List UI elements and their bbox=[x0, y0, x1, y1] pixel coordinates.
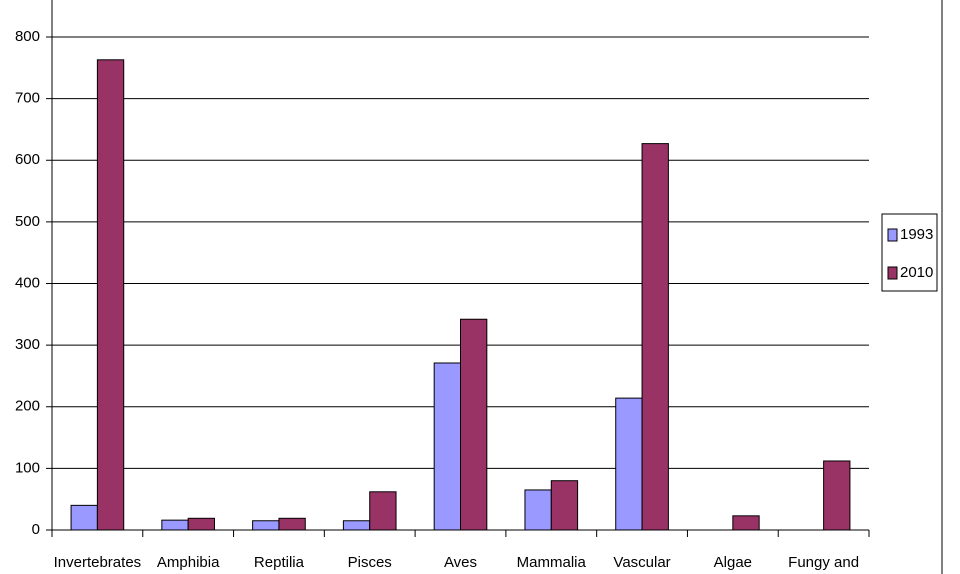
y-tick-label: 300 bbox=[15, 336, 40, 353]
y-tick-label: 200 bbox=[15, 398, 40, 415]
bar bbox=[342, 520, 371, 531]
bar bbox=[161, 519, 189, 531]
y-tick-label: 800 bbox=[15, 28, 40, 45]
x-tick-label: Mammalia bbox=[517, 554, 587, 571]
bar bbox=[187, 517, 215, 531]
bar bbox=[732, 515, 760, 531]
y-tick-label: 700 bbox=[15, 90, 40, 107]
bar bbox=[524, 489, 552, 531]
legend-label: 1993 bbox=[900, 226, 933, 243]
x-tick-label: Aves bbox=[444, 554, 477, 571]
x-tick-label: Vascular bbox=[613, 554, 670, 571]
bar bbox=[823, 460, 851, 531]
y-tick-label: 0 bbox=[32, 521, 40, 538]
legend-swatch bbox=[887, 266, 898, 280]
x-tick-label: Invertebrates bbox=[54, 554, 142, 571]
legend-label: 2010 bbox=[900, 264, 933, 281]
x-tick-label: Amphibia bbox=[157, 554, 220, 571]
bar bbox=[252, 520, 280, 531]
x-tick-label: Reptilia bbox=[254, 554, 305, 571]
bar bbox=[70, 504, 98, 531]
bar bbox=[460, 318, 488, 531]
bar bbox=[641, 143, 669, 531]
x-tick-label: Fungy and bbox=[788, 554, 859, 571]
y-tick-label: 100 bbox=[15, 459, 40, 476]
legend-swatch bbox=[887, 228, 898, 242]
y-tick-label: 600 bbox=[15, 151, 40, 168]
y-tick-label: 400 bbox=[15, 274, 40, 291]
x-tick-label: Algae bbox=[714, 554, 752, 571]
bar bbox=[433, 362, 461, 531]
bar bbox=[369, 491, 397, 531]
bar bbox=[550, 480, 579, 531]
bar bbox=[278, 517, 306, 531]
y-tick-label: 500 bbox=[15, 213, 40, 230]
x-tick-label: Pisces bbox=[348, 554, 392, 571]
bar bbox=[615, 397, 643, 531]
bar bbox=[96, 59, 125, 531]
